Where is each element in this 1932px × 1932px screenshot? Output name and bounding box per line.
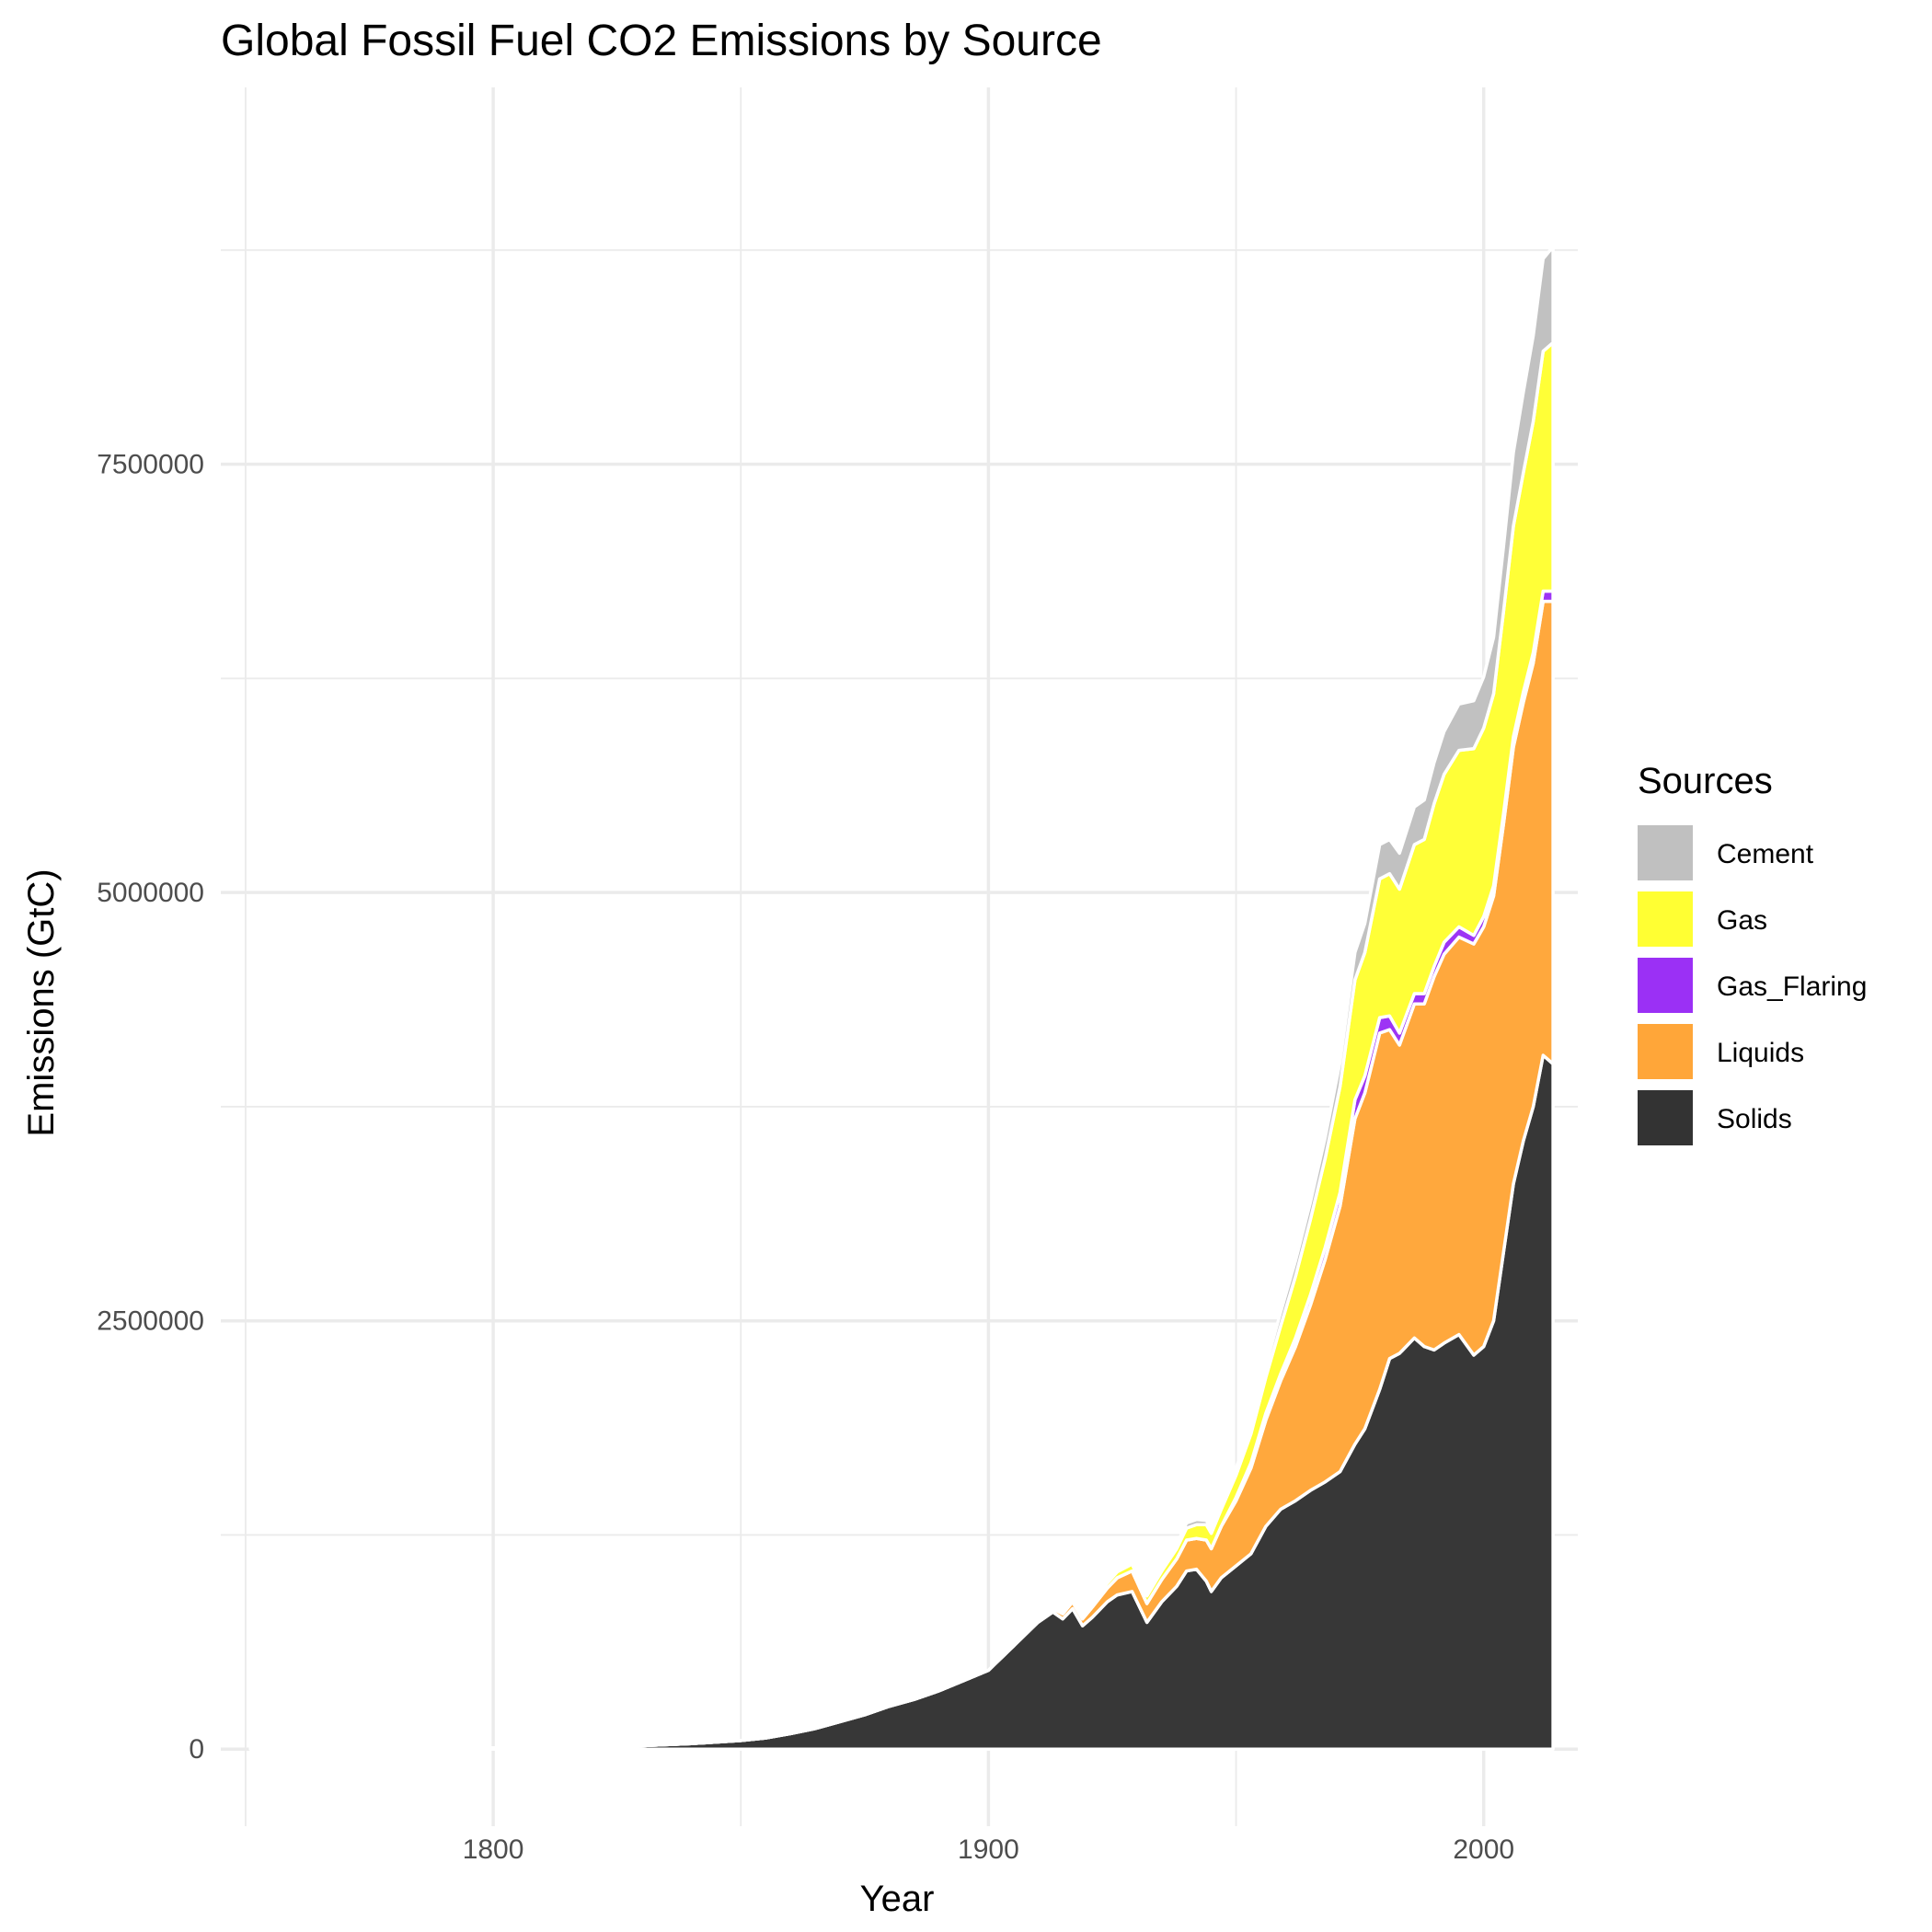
legend-label: Liquids (1717, 1038, 1804, 1068)
legend-swatch-gas (1638, 891, 1693, 947)
y-tick-label: 7500000 (97, 450, 204, 480)
legend-title: Sources (1638, 761, 1773, 801)
x-tick-label: 2000 (1453, 1834, 1514, 1865)
y-tick-label: 5000000 (97, 878, 204, 908)
y-tick-label: 0 (189, 1734, 204, 1765)
legend-swatch-solids (1638, 1090, 1693, 1145)
x-axis-ticks: 1800 1900 2000 (463, 1834, 1514, 1865)
legend-items: Cement Gas Gas_Flaring Liquids Solids (1638, 825, 1867, 1145)
x-axis-title: Year (860, 1879, 935, 1919)
y-tick-label: 2500000 (97, 1306, 204, 1337)
legend-label: Gas_Flaring (1717, 972, 1867, 1002)
legend-label: Solids (1717, 1104, 1792, 1134)
legend-swatch-cement (1638, 825, 1693, 880)
stacked-areas (248, 245, 1555, 1751)
legend-swatch-liquids (1638, 1024, 1693, 1079)
legend-label: Cement (1717, 839, 1814, 869)
x-tick-label: 1900 (958, 1834, 1019, 1865)
legend: Sources Cement Gas Gas_Flaring Liquids Solid… (1638, 761, 1867, 1145)
chart-title: Global Fossil Fuel CO2 Emissions by Sour… (221, 17, 1102, 65)
y-axis-title: Emissions (GtC) (21, 868, 62, 1136)
area-cement (248, 245, 1555, 1751)
x-tick-label: 1800 (463, 1834, 524, 1865)
y-axis-ticks: 0 2500000 5000000 7500000 (97, 450, 204, 1765)
legend-swatch-gas-flaring (1638, 958, 1693, 1013)
legend-label: Gas (1717, 905, 1767, 936)
